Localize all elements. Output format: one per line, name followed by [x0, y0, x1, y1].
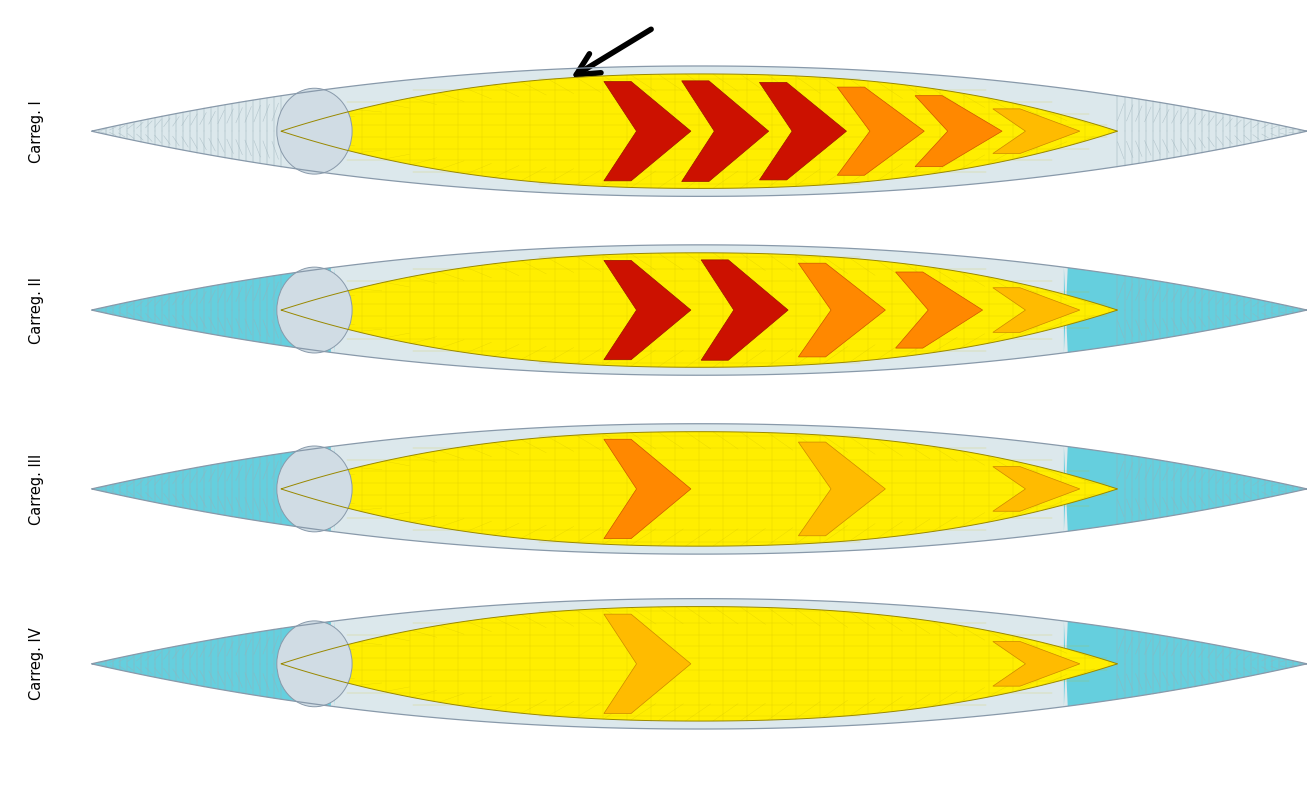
Polygon shape — [799, 263, 885, 357]
Polygon shape — [604, 440, 691, 538]
Polygon shape — [604, 615, 691, 713]
Text: Carreg. IV: Carreg. IV — [29, 627, 44, 700]
Polygon shape — [993, 642, 1080, 686]
Text: Carreg. II: Carreg. II — [29, 277, 44, 343]
Ellipse shape — [277, 88, 352, 174]
Polygon shape — [281, 74, 1117, 188]
Polygon shape — [91, 245, 1307, 375]
Polygon shape — [682, 81, 769, 181]
Polygon shape — [91, 621, 335, 707]
Polygon shape — [1064, 446, 1307, 532]
Polygon shape — [1064, 621, 1307, 707]
Polygon shape — [993, 109, 1080, 153]
Polygon shape — [799, 442, 885, 536]
Polygon shape — [91, 599, 1307, 729]
Polygon shape — [759, 83, 847, 180]
Polygon shape — [604, 82, 691, 180]
Polygon shape — [91, 446, 335, 532]
Polygon shape — [895, 272, 983, 348]
Polygon shape — [91, 267, 335, 353]
Polygon shape — [281, 253, 1117, 367]
Polygon shape — [1064, 267, 1307, 353]
Polygon shape — [838, 87, 924, 175]
Polygon shape — [604, 261, 691, 359]
Polygon shape — [915, 95, 1002, 167]
Ellipse shape — [277, 267, 352, 353]
Polygon shape — [91, 424, 1307, 554]
Polygon shape — [701, 260, 788, 360]
Polygon shape — [281, 607, 1117, 721]
Polygon shape — [281, 432, 1117, 546]
Text: Carreg. III: Carreg. III — [29, 453, 44, 525]
Polygon shape — [91, 66, 1307, 196]
Polygon shape — [993, 288, 1080, 332]
Ellipse shape — [277, 621, 352, 707]
Text: Carreg. I: Carreg. I — [29, 100, 44, 162]
Polygon shape — [993, 467, 1080, 511]
Ellipse shape — [277, 446, 352, 532]
